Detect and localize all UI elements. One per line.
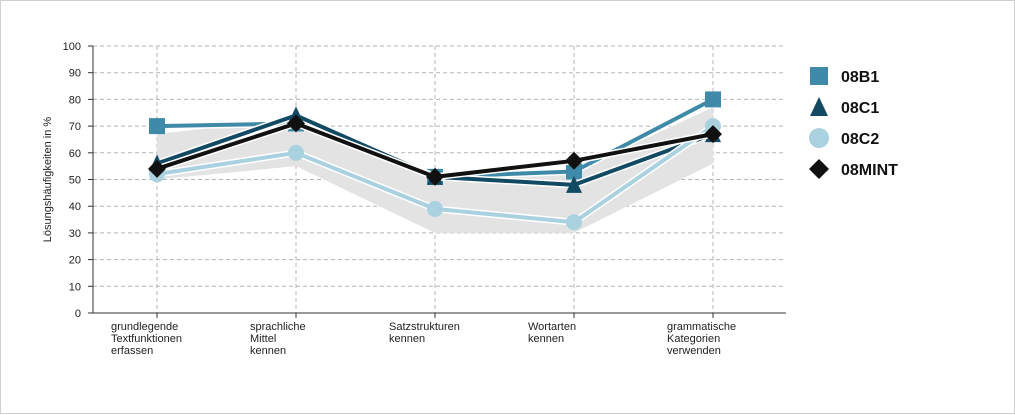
legend-label: 08B1 — [841, 69, 879, 86]
data-point — [149, 118, 165, 135]
legend: 08B1 08C1 08C2 08MINT — [809, 67, 898, 179]
data-point — [148, 159, 166, 178]
x-tick-label-line: sprachliche — [250, 321, 306, 333]
legend-marker — [810, 97, 828, 116]
y-tick-label: 30 — [69, 228, 81, 240]
data-point — [426, 167, 444, 186]
data-point — [566, 163, 582, 180]
legend-marker — [809, 128, 829, 148]
series-08MINT — [148, 114, 722, 186]
legend-label: 08C2 — [841, 131, 879, 148]
range-band-area — [157, 107, 713, 233]
x-tick-label-line: kennen — [389, 333, 425, 345]
data-point — [287, 114, 305, 133]
y-tick-label: 50 — [69, 175, 81, 187]
x-tick-label-line: Textfunktionen — [111, 333, 182, 345]
y-tick-label: 60 — [69, 148, 81, 160]
y-tick-label: 90 — [69, 68, 81, 80]
y-tick-label: 20 — [69, 255, 81, 267]
x-tick-label-line: Kategorien — [667, 333, 720, 345]
range-band — [157, 107, 713, 233]
y-tick-label: 100 — [63, 41, 81, 53]
legend-item-08C2: 08C2 — [809, 128, 879, 148]
x-tick-label-line: erfassen — [111, 345, 153, 357]
legend-label: 08MINT — [841, 162, 898, 179]
data-point — [565, 151, 583, 170]
y-tick-label: 70 — [69, 121, 81, 133]
x-tick-label-line: grammatische — [667, 321, 736, 333]
x-tick-label-line: Wortarten — [528, 321, 576, 333]
data-point — [705, 91, 721, 108]
y-axis-label: Lösungshäufigkeiten in % — [42, 117, 54, 243]
y-tick-label: 10 — [69, 281, 81, 293]
legend-item-08MINT: 08MINT — [809, 159, 898, 179]
data-point — [566, 214, 582, 231]
y-tick-label: 0 — [75, 308, 81, 320]
x-tick-label-line: kennen — [528, 333, 564, 345]
x-tick-label-line: Mittel — [250, 333, 276, 345]
y-tick-label: 80 — [69, 94, 81, 106]
data-point — [427, 200, 443, 217]
x-tick-label-line: kennen — [250, 345, 286, 357]
legend-label: 08C1 — [841, 100, 879, 117]
data-point — [566, 175, 582, 193]
x-tick-label: sprachliche Mittel kennen — [250, 321, 306, 357]
x-tick-label-line: Satzstrukturen — [389, 321, 460, 333]
series-group — [148, 91, 722, 231]
legend-item-08B1: 08B1 — [810, 67, 879, 86]
legend-item-08C1: 08C1 — [810, 97, 879, 117]
legend-marker — [810, 67, 828, 85]
data-point — [288, 144, 304, 161]
x-tick-label: Wortarten kennen — [528, 321, 576, 345]
x-tick-label-line: grundlegende — [111, 321, 178, 333]
x-tick-label-line: verwenden — [667, 345, 721, 357]
x-tick-label: grundlegende Textfunktionen erfassen — [111, 321, 182, 357]
axes: 0 10 20 30 40 50 60 70 80 90 100 grundlegende Textfu… — [42, 41, 786, 357]
y-tick-label: 40 — [69, 201, 81, 213]
data-point — [704, 125, 722, 144]
x-tick-label: grammatische Kategorien verwenden — [667, 321, 736, 357]
legend-marker — [809, 159, 829, 179]
x-tick-label: Satzstrukturen kennen — [389, 321, 460, 345]
